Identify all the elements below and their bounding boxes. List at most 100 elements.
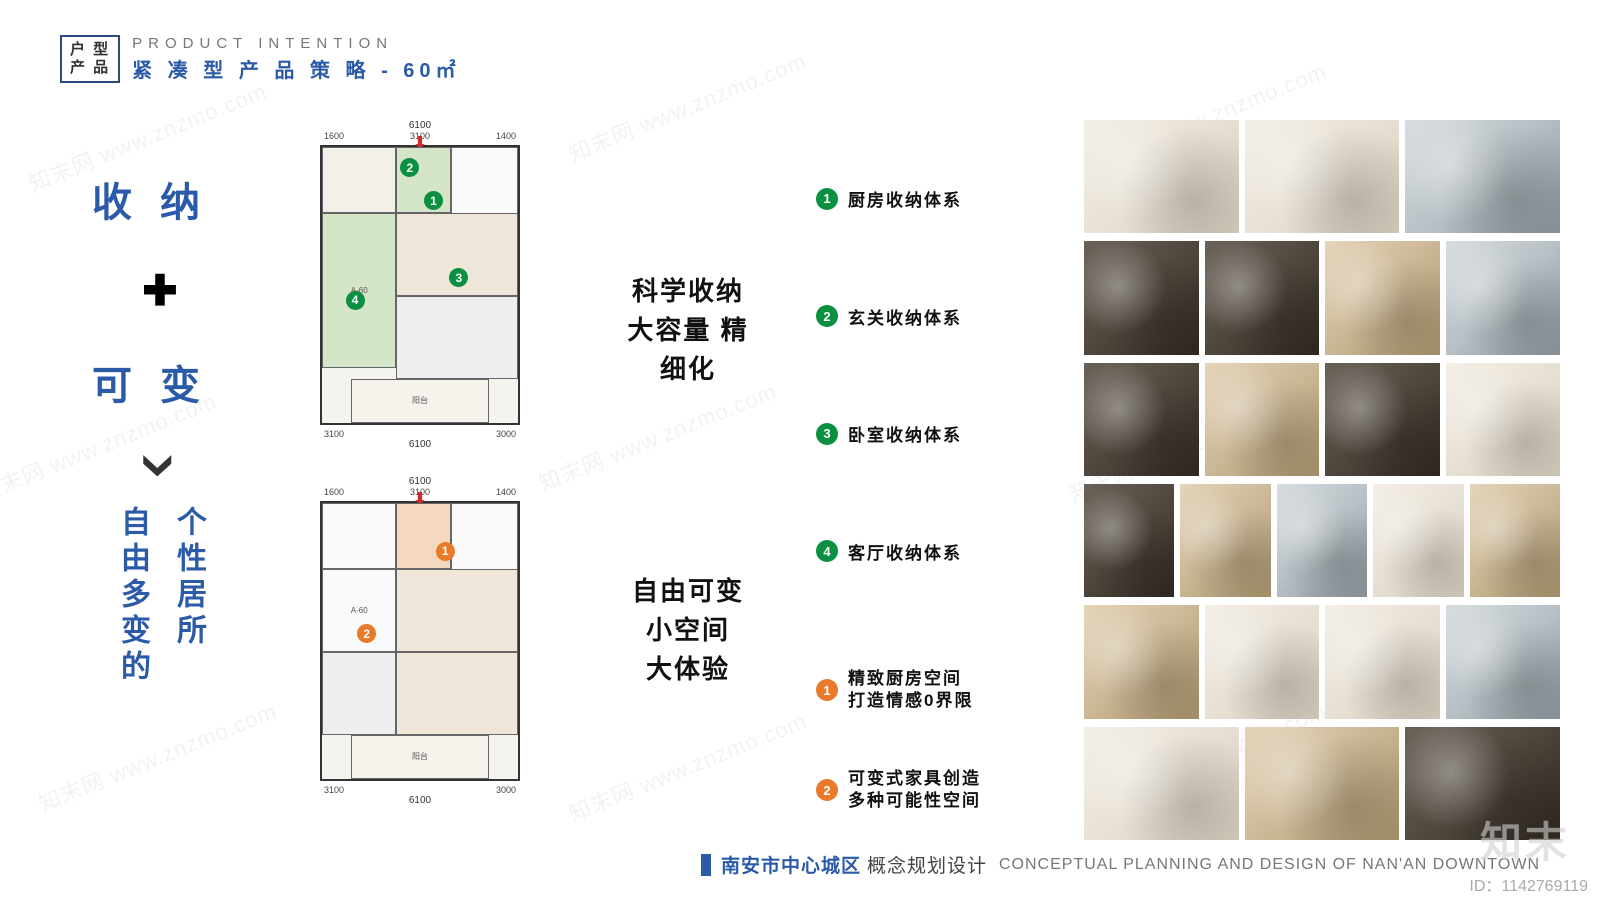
bullet-text: 精致厨房空间 打造情感0界限: [848, 668, 973, 712]
footer-en: CONCEPTUAL PLANNING AND DESIGN OF NAN'AN…: [999, 856, 1540, 874]
image-placeholder: [1205, 363, 1320, 476]
room: [396, 652, 518, 735]
dim-bottom-segments: 3100 3000: [300, 429, 540, 439]
chevron-down-icon: ❯: [144, 449, 177, 482]
dim: 3000: [496, 785, 516, 795]
footer-zh1: 南安市中心城区: [721, 851, 861, 878]
dim-bottom-segments: 3100 3000: [300, 785, 540, 795]
image-placeholder: [1373, 484, 1463, 597]
badge-icon: 2: [816, 305, 838, 327]
bullet-item: 1 精致厨房空间 打造情感0界限: [816, 668, 1056, 712]
watermark-id: ID：1142769119: [1469, 872, 1588, 896]
footer: 南安市中心城区 概念规划设计 CONCEPTUAL PLANNING AND D…: [701, 851, 1540, 878]
dim: 1400: [496, 487, 516, 497]
room: [322, 147, 396, 213]
bullet-text: 卧室收纳体系: [848, 421, 962, 446]
header-title-zh: 紧 凑 型 产 品 策 略 - 60㎡: [132, 54, 460, 83]
image-placeholder: [1446, 605, 1561, 718]
slogan-line: 大体验: [632, 650, 744, 689]
dim: 1400: [496, 131, 516, 141]
image-placeholder: [1325, 363, 1440, 476]
bullets-group-2: 1 精致厨房空间 打造情感0界限 2 可变式家具创造 多种可能性空间: [816, 640, 1056, 840]
marker: 1: [424, 191, 443, 210]
image-strip: [1084, 363, 1560, 476]
header-titles: PRODUCT INTENTION 紧 凑 型 产 品 策 略 - 60㎡: [132, 35, 460, 83]
bullet-text: 可变式家具创造 多种可能性空间: [848, 768, 981, 812]
image-placeholder: [1084, 120, 1239, 233]
dim-total-top: 6100: [300, 476, 540, 487]
dim-total-bottom: 6100: [300, 795, 540, 806]
room-balcony: 阳台: [351, 735, 488, 779]
logo-line2: 产 品: [70, 59, 110, 77]
image-placeholder: [1277, 484, 1367, 597]
footer-bar-icon: [701, 854, 711, 876]
bullet-item: 4 客厅收纳体系: [816, 539, 1056, 564]
image-placeholder: [1084, 241, 1199, 354]
left-label-storage: 收纳: [92, 170, 228, 228]
room: [396, 569, 518, 652]
room: A-60: [322, 213, 396, 368]
logo-line1: 户 型: [70, 41, 110, 59]
dim: 3100: [324, 429, 344, 439]
image-placeholder: [1084, 484, 1174, 597]
badge-icon: 1: [816, 188, 838, 210]
slogan-line: 大容量 精: [627, 311, 748, 350]
vertical-text-wrap: 自由多变的 个性居所: [110, 506, 210, 686]
floor-plan-top: 6100 1600 3100 1400 ⬇ 9700 9700 A-60 阳台 …: [300, 120, 540, 450]
marker: 1: [436, 542, 455, 561]
floor-plans-column: 6100 1600 3100 1400 ⬇ 9700 9700 A-60 阳台 …: [280, 120, 560, 840]
image-placeholder: [1084, 727, 1239, 840]
image-strip: [1084, 484, 1560, 597]
bullets-column: 1 厨房收纳体系 2 玄关收纳体系 3 卧室收纳体系 4 客厅收纳体系 1 精致…: [816, 120, 1056, 840]
image-strip: [1084, 605, 1560, 718]
badge-icon: 1: [816, 679, 838, 701]
image-grid: [1084, 120, 1560, 840]
slogan-line: 自由可变: [632, 572, 744, 611]
image-placeholder: [1205, 605, 1320, 718]
dim: 1600: [324, 487, 344, 497]
bullet-text: 玄关收纳体系: [848, 304, 962, 329]
bullet-text: 客厅收纳体系: [848, 539, 962, 564]
plan-body: ⬇ 9700 9700 A-60 阳台 1 2: [320, 501, 520, 781]
bullet-item: 3 卧室收纳体系: [816, 421, 1056, 446]
badge-icon: 3: [816, 423, 838, 445]
dim: 3000: [496, 429, 516, 439]
marker: 4: [346, 291, 365, 310]
image-placeholder: [1325, 241, 1440, 354]
bullet-text: 厨房收纳体系: [848, 186, 962, 211]
main-content: 6100 1600 3100 1400 ⬇ 9700 9700 A-60 阳台 …: [280, 120, 1560, 840]
room: [396, 296, 518, 379]
room-balcony: 阳台: [351, 379, 488, 423]
header: 户 型 产 品 PRODUCT INTENTION 紧 凑 型 产 品 策 略 …: [60, 35, 461, 83]
plus-icon: ✚: [142, 266, 177, 315]
footer-zh2: 概念规划设计: [867, 851, 987, 878]
slogan-line: 科学收纳: [627, 272, 748, 311]
image-placeholder: [1245, 727, 1400, 840]
image-placeholder: [1470, 484, 1560, 597]
floor-plan-bottom: 6100 1600 3100 1400 ⬇ 9700 9700 A-60 阳台 …: [300, 476, 540, 806]
image-placeholder: [1205, 241, 1320, 354]
badge-icon: 2: [816, 779, 838, 801]
slogan-line: 小空间: [632, 611, 744, 650]
slogan-storage: 科学收纳 大容量 精 细化: [627, 272, 748, 389]
image-placeholder: [1446, 363, 1561, 476]
left-label-changeable: 可变: [92, 353, 228, 411]
dim: 3100: [324, 785, 344, 795]
image-placeholder: [1446, 241, 1561, 354]
bullet-item: 2 可变式家具创造 多种可能性空间: [816, 768, 1056, 812]
image-placeholder: [1084, 605, 1199, 718]
vert-text-1: 自由多变的: [110, 506, 154, 686]
bullets-group-1: 1 厨房收纳体系 2 玄关收纳体系 3 卧室收纳体系 4 客厅收纳体系: [816, 140, 1056, 610]
image-placeholder: [1245, 120, 1400, 233]
badge-icon: 4: [816, 540, 838, 562]
bullet-item: 1 厨房收纳体系: [816, 186, 1056, 211]
slogan-flexible: 自由可变 小空间 大体验: [632, 572, 744, 689]
dim-total-top: 6100: [300, 120, 540, 131]
room: [322, 652, 396, 735]
slogan-column: 科学收纳 大容量 精 细化 自由可变 小空间 大体验: [588, 120, 788, 840]
header-title-en: PRODUCT INTENTION: [132, 35, 460, 52]
image-strip: [1084, 120, 1560, 233]
plan-body: ⬇ 9700 9700 A-60 阳台 1 2 3 4: [320, 145, 520, 425]
image-placeholder: [1405, 120, 1560, 233]
slogan-line: 细化: [627, 350, 748, 389]
